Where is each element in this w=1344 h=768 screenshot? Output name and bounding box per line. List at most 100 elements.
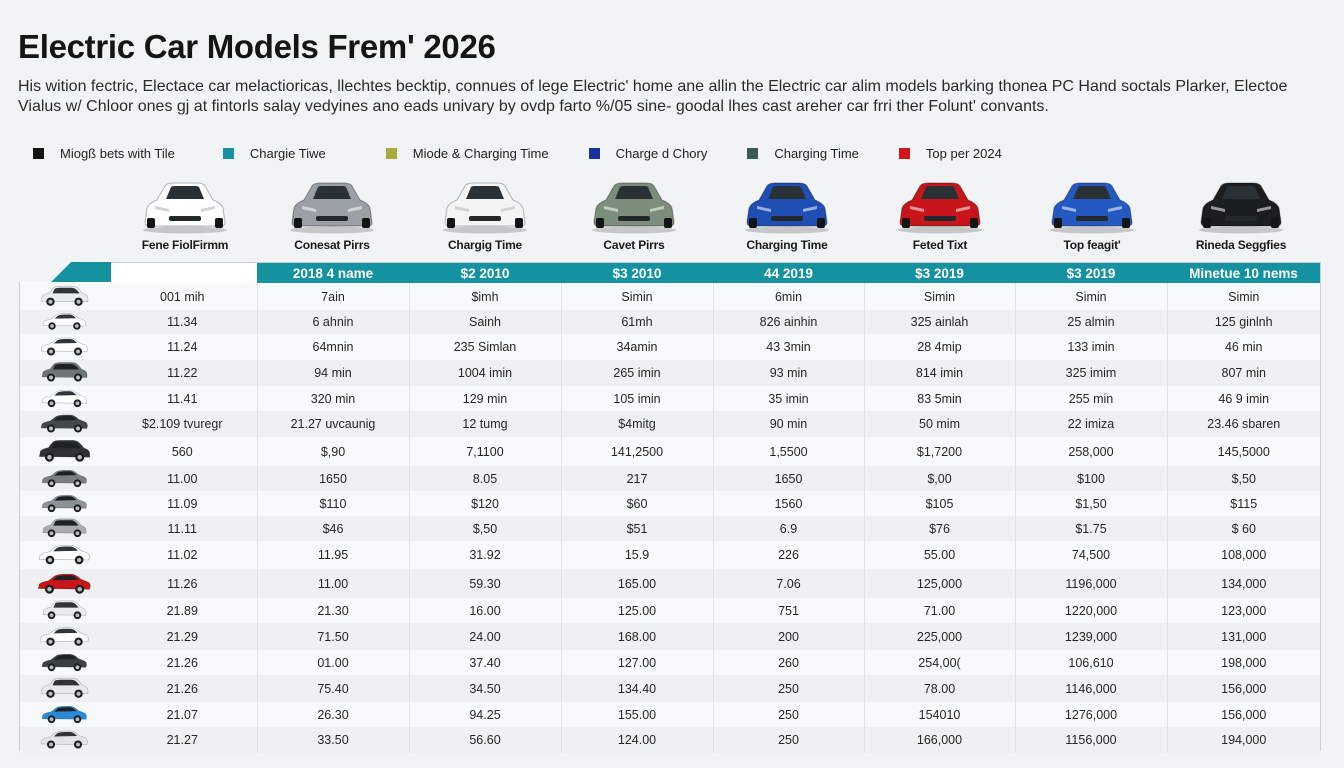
red-sedan-icon	[898, 182, 982, 234]
table-cell: 23.46 sbaren	[1167, 411, 1320, 437]
car-thumbnail-icon	[21, 649, 107, 676]
column-header: $3 2010	[561, 263, 713, 283]
table-cell: $46	[257, 516, 410, 541]
legend-label: Charging Time	[774, 145, 859, 161]
cell-value: 21.29	[166, 629, 198, 644]
table-cell: 78.00	[864, 675, 1016, 702]
table-cell: 16.00	[409, 598, 562, 623]
table-cell: 154010	[864, 702, 1016, 727]
table-cell: $100	[1015, 466, 1168, 491]
model-cell: 001 mih	[20, 283, 258, 310]
table-row: 21.26 75.40 34.50 134.40 250 78.00 1146,000 156…	[20, 675, 1320, 702]
table-cell: 134,000	[1167, 569, 1320, 598]
legend-swatch	[898, 147, 910, 159]
car-thumbnail-icon	[21, 490, 107, 517]
table-cell: 106,610	[1015, 650, 1168, 675]
legend: Miogß bets with Tile Chargie Tiwe Miode & …	[33, 144, 1002, 162]
table-row: $2.109 tvuregr 21.27 uvcaunig 12 tumg $4mit…	[20, 411, 1320, 437]
car-header-label: Conesat Pirrs	[294, 238, 370, 252]
car-header-row: Fene FiolFirmm Conesat Pirrs Chargig Time C…	[0, 178, 1344, 262]
table-row: 11.02 11.95 31.92 15.9 226 55.00 74,500 108,000	[20, 541, 1320, 569]
car-header-item: Conesat Pirrs	[272, 178, 392, 252]
table-cell: 83 5min	[864, 386, 1016, 411]
legend-label: Miode & Charging Time	[412, 145, 549, 161]
table-cell: 826 ainhin	[713, 310, 865, 334]
table-cell: 75.40	[257, 675, 410, 702]
cell-value: 21.27	[166, 733, 198, 747]
model-cell: 560	[20, 437, 258, 466]
table-cell: 1560	[713, 491, 865, 516]
page-title: Electric Car Models Frem' 2026	[18, 28, 496, 65]
table-cell: 50 mim	[864, 411, 1016, 437]
model-cell: 11.34	[20, 310, 258, 334]
table-cell: 131,000	[1167, 623, 1320, 650]
table-cell: $1.75	[1015, 516, 1168, 541]
table-row: 21.07 26.30 94.25 155.00 250 154010 1276,000 15…	[20, 702, 1320, 727]
table-cell: 01.00	[257, 650, 410, 675]
legend-item: Top per 2024	[898, 146, 1002, 161]
model-cell: 11.24	[20, 334, 258, 360]
model-cell: $2.109 tvuregr	[20, 410, 258, 438]
car-thumbnail-icon	[21, 597, 107, 624]
table-cell: 751	[713, 598, 865, 623]
table-cell: 93 min	[713, 360, 865, 386]
table-cell: 26.30	[257, 702, 410, 727]
table-cell: 133 imin	[1015, 334, 1168, 360]
table-cell: $,50	[409, 516, 562, 541]
car-header-label: Fene FiolFirmm	[141, 238, 229, 252]
car-thumbnail-icon	[21, 410, 107, 438]
table-cell: 24.00	[409, 623, 562, 650]
table-cell: $ 60	[1167, 516, 1320, 541]
table-cell: 165.00	[561, 569, 714, 598]
car-thumbnail-icon	[21, 385, 107, 412]
table-cell: 28 4mip	[864, 334, 1016, 360]
column-header: 44 2019	[713, 263, 864, 283]
table-cell: 200	[713, 623, 865, 650]
cell-value: 11.34	[167, 315, 198, 329]
table-cell: Simin	[1167, 283, 1320, 310]
table-cell: 129 min	[409, 386, 562, 411]
table-cell: 12 tumg	[409, 411, 562, 437]
table-cell: 1,5500	[713, 437, 865, 466]
table-cell: 156,000	[1167, 702, 1320, 727]
table-cell: 94 min	[257, 360, 410, 386]
legend-item: Miogß bets with Tile	[33, 146, 175, 161]
model-cell: 21.27	[20, 727, 258, 753]
table-cell: 56.60	[409, 727, 562, 753]
table-cell: 90 min	[713, 411, 865, 437]
table-cell: Simin	[561, 283, 714, 310]
table-row: 21.27 33.50 56.60 124.00 250 166,000 1156,000 1…	[20, 727, 1320, 753]
table-row: 21.29 71.50 24.00 168.00 200 225,000 1239,000 1…	[20, 623, 1320, 650]
car-thumbnail-icon	[21, 540, 107, 570]
table-cell: 125 ginlnh	[1167, 310, 1320, 334]
car-thumbnail-icon	[21, 622, 107, 651]
table-cell: 194,000	[1167, 727, 1320, 753]
table-row: 11.11 $46 $,50 $51 6.9 $76 $1.75 $ 60	[20, 516, 1320, 541]
header-accent	[19, 262, 111, 282]
legend-label: Charge d Chory	[615, 145, 708, 161]
table-cell: 108,000	[1167, 541, 1320, 569]
cell-value: 11.02	[167, 548, 198, 562]
car-header-label: Rineda Seggfies	[1195, 238, 1287, 252]
table-cell: Simin	[1015, 283, 1168, 310]
table-cell: $,50	[1167, 466, 1320, 491]
cell-value: 21.07	[166, 707, 198, 722]
table-cell: 34.50	[409, 675, 562, 702]
car-thumbnail-icon	[21, 568, 107, 599]
table-cell: 46 min	[1167, 334, 1320, 360]
table-row: 11.22 94 min 1004 imin 265 imin 93 min 814 im…	[20, 360, 1320, 386]
table-cell: 34amin	[561, 334, 714, 360]
cell-value: 11.24	[167, 340, 198, 354]
table-cell: 1650	[713, 466, 865, 491]
table-cell: 1276,000	[1015, 702, 1168, 727]
model-cell: 11.26	[20, 568, 258, 599]
cell-value: 11.11	[167, 521, 197, 536]
white-sedan-icon	[143, 182, 227, 234]
table-cell: 250	[713, 727, 865, 753]
car-header-item: Feted Tixt	[880, 178, 1000, 252]
model-cell: 11.00	[20, 466, 258, 491]
black-sedan-icon	[1199, 182, 1283, 234]
table-cell: 21.27 uvcaunig	[257, 411, 410, 437]
table-cell: 250	[713, 702, 865, 727]
cell-value: 11.26	[167, 576, 198, 591]
